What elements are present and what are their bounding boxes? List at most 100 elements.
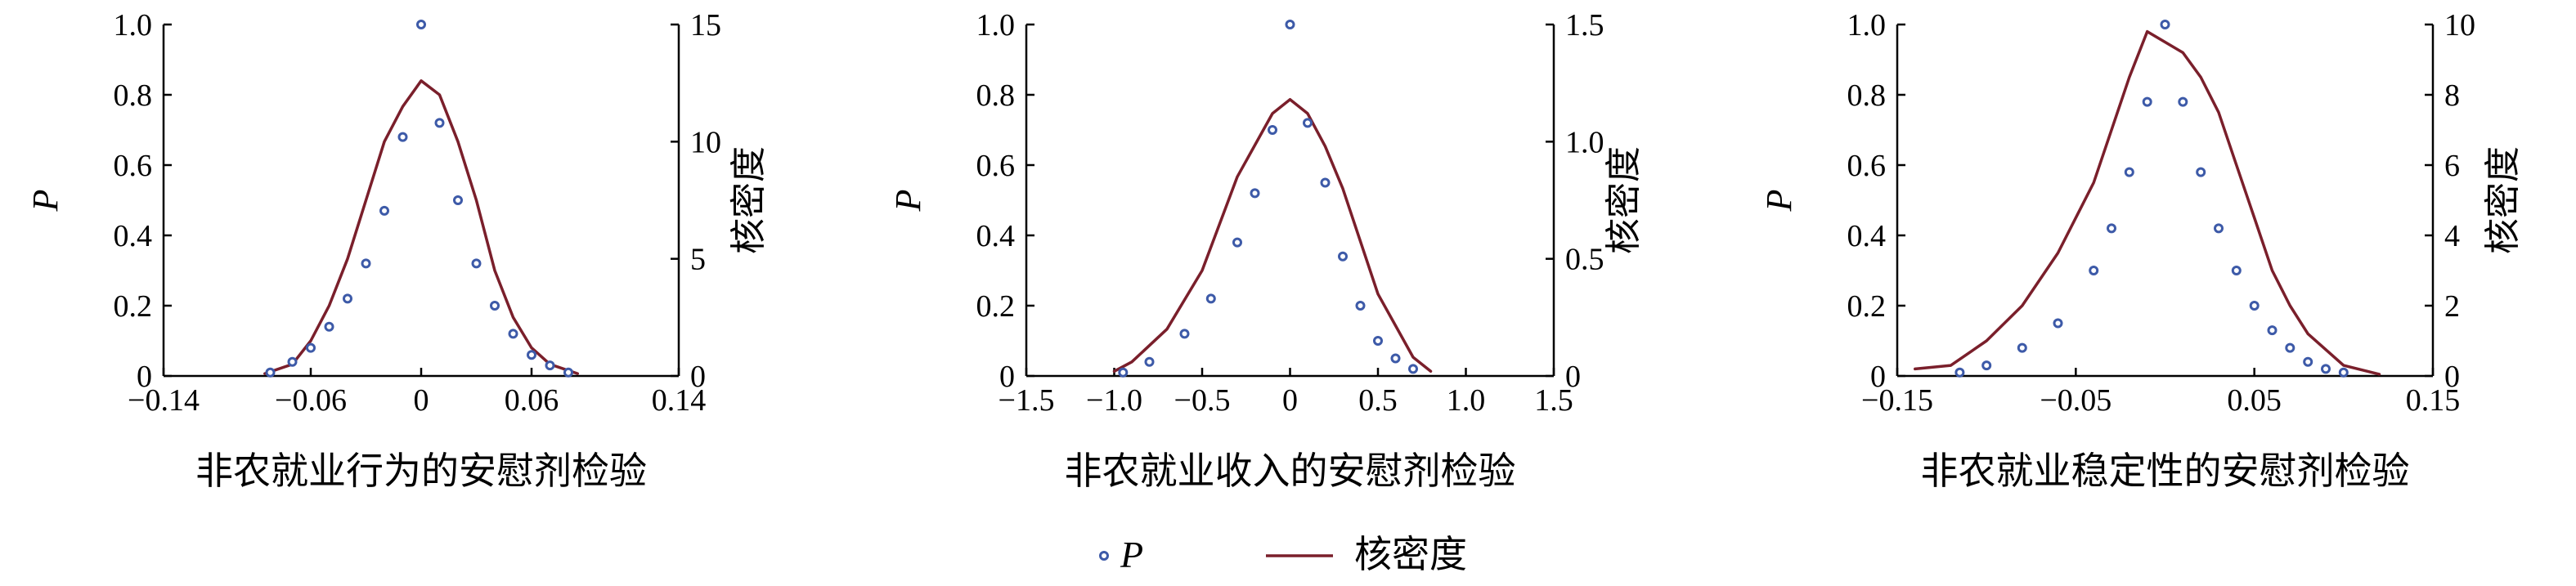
y-left-tick-label: 1.0 xyxy=(1847,8,1887,42)
x-tick-label: −0.14 xyxy=(128,383,200,418)
p-scatter-point xyxy=(1179,329,1190,339)
panel-nonfarm-income: −1.5 −1.0 −0.5 0 0.5 1.0 1.500.20.40.60.81.000… xyxy=(888,8,1644,492)
p-scatter-point xyxy=(434,118,445,128)
p-scatter-point xyxy=(2338,367,2349,378)
p-scatter-point xyxy=(1232,237,1242,248)
y-right-tick-label: 0 xyxy=(690,360,706,394)
y-left-tick-label: 0 xyxy=(1870,360,1886,394)
p-scatter-point xyxy=(1408,364,1418,374)
x-tick-label: 0.15 xyxy=(2406,383,2461,418)
p-scatter-point xyxy=(306,342,316,353)
panel-nonfarm-stability: −0.15 −0.05 0.05 0.1500.20.40.60.81.0024681… xyxy=(1759,8,2523,492)
y-right-tick-label: 1.0 xyxy=(1565,125,1604,159)
legend-item-p: P xyxy=(1099,534,1143,575)
density-series-line xyxy=(263,79,580,375)
p-scatter-point xyxy=(471,258,482,269)
p-scatter-point xyxy=(2160,20,2170,29)
x-axis-title: 非农就业收入的安慰剂检验 xyxy=(1065,450,1516,492)
x-tick-label: 0 xyxy=(414,383,429,418)
x-tick-label: −1.5 xyxy=(999,383,1055,418)
legend-label-p: P xyxy=(1120,534,1143,575)
y-right-axis-title: 核密度 xyxy=(2483,146,2523,254)
y-left-tick-label: 0.4 xyxy=(1847,219,1887,253)
p-scatter-point xyxy=(2178,96,2188,107)
p-scatter-point xyxy=(453,195,463,205)
x-axis-title: 非农就业行为的安慰剂检验 xyxy=(195,450,647,492)
legend-label-density: 核密度 xyxy=(1354,534,1467,575)
x-tick-label: 1.0 xyxy=(1447,383,1486,418)
p-scatter-point xyxy=(1390,353,1401,364)
p-scatter-point xyxy=(2303,356,2313,367)
y-left-axis-title: P xyxy=(888,190,928,212)
density-series-line xyxy=(1914,29,2381,376)
p-scatter-point xyxy=(2053,318,2063,329)
legend: P 核密度 xyxy=(1099,534,1467,575)
x-tick-label: 0.5 xyxy=(1358,383,1398,418)
p-scatter-point xyxy=(287,356,298,367)
density-series-line xyxy=(1112,97,1433,374)
p-scatter-point xyxy=(2267,325,2278,336)
p-scatter-point xyxy=(2214,223,2224,234)
y-right-tick-label: 5 xyxy=(690,243,706,277)
p-scatter-point xyxy=(2196,167,2206,177)
y-right-axis-title: 核密度 xyxy=(1604,146,1644,254)
y-right-tick-label: 15 xyxy=(690,8,721,42)
p-scatter-point xyxy=(1205,293,1216,304)
p-scatter-point xyxy=(1338,251,1348,262)
y-left-tick-label: 0.8 xyxy=(976,78,1016,113)
p-scatter-point xyxy=(563,367,573,378)
legend-item-density: 核密度 xyxy=(1266,534,1467,575)
y-left-tick-label: 0.4 xyxy=(976,219,1016,253)
p-scatter-point xyxy=(416,20,426,29)
p-scatter-point xyxy=(1285,20,1295,29)
p-scatter-point xyxy=(1268,125,1277,135)
p-scatter-point xyxy=(1250,188,1260,199)
p-scatter-series xyxy=(1954,20,2349,378)
y-left-tick-label: 0.8 xyxy=(1847,78,1887,113)
y-left-tick-label: 0.6 xyxy=(114,149,153,183)
y-left-tick-label: 0.8 xyxy=(114,78,153,113)
y-right-tick-label: 1.5 xyxy=(1565,8,1604,42)
p-scatter-point xyxy=(1373,336,1383,346)
p-scatter-point xyxy=(527,350,536,360)
p-scatter-point xyxy=(1118,367,1129,378)
y-right-axis-title: 核密度 xyxy=(729,146,769,254)
p-scatter-point xyxy=(2321,364,2331,374)
p-scatter-point xyxy=(343,293,352,304)
y-right-tick-label: 10 xyxy=(2444,8,2475,42)
x-tick-label: 0.05 xyxy=(2227,383,2282,418)
y-right-tick-label: 4 xyxy=(2444,219,2460,253)
y-right-tick-label: 8 xyxy=(2444,78,2460,113)
y-left-tick-label: 0.2 xyxy=(114,289,153,324)
y-left-tick-label: 0.2 xyxy=(976,289,1016,324)
p-scatter-point xyxy=(490,301,500,311)
p-scatter-point xyxy=(265,367,276,378)
x-tick-label: −1.0 xyxy=(1086,383,1142,418)
p-scatter-point xyxy=(508,329,518,339)
y-left-tick-label: 0 xyxy=(999,360,1015,394)
legend-marker-p xyxy=(1099,551,1109,561)
y-right-tick-label: 0 xyxy=(2444,360,2460,394)
p-scatter-point xyxy=(2089,266,2099,275)
p-scatter-point xyxy=(2107,223,2116,234)
y-right-tick-label: 2 xyxy=(2444,289,2460,324)
p-scatter-point xyxy=(2124,167,2134,177)
x-tick-label: 1.5 xyxy=(1534,383,1573,418)
y-right-tick-label: 0 xyxy=(1565,360,1581,394)
y-right-tick-label: 6 xyxy=(2444,149,2460,183)
p-scatter-point xyxy=(397,132,408,142)
y-left-tick-label: 1.0 xyxy=(114,8,153,42)
y-left-tick-label: 0.4 xyxy=(114,219,153,253)
y-left-tick-label: 1.0 xyxy=(976,8,1016,42)
p-scatter-point xyxy=(1144,356,1155,367)
y-left-tick-label: 0.6 xyxy=(976,149,1016,183)
p-scatter-point xyxy=(1303,118,1313,128)
p-scatter-series xyxy=(265,20,573,378)
x-tick-label: −0.06 xyxy=(275,383,347,418)
x-tick-label: −0.15 xyxy=(1861,383,1933,418)
p-scatter-point xyxy=(361,258,371,269)
p-scatter-point xyxy=(2142,96,2152,107)
x-axis-title: 非农就业稳定性的安慰剂检验 xyxy=(1921,450,2410,492)
p-scatter-point xyxy=(324,321,334,332)
